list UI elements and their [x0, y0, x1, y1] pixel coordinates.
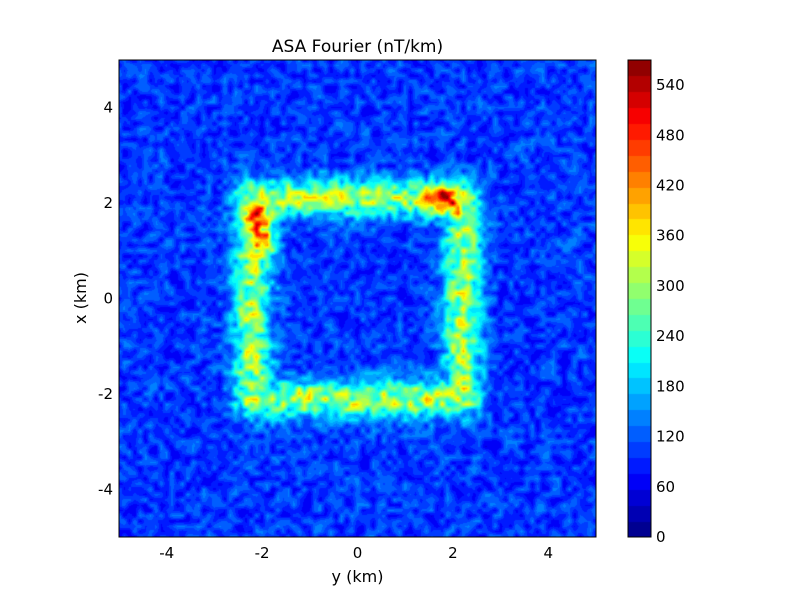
colorbar-tick-label: 180 — [656, 377, 685, 395]
x-tick-label: -2 — [255, 544, 270, 562]
x-tick-label: 0 — [353, 544, 363, 562]
heatmap-plot-area — [119, 60, 596, 537]
colorbar-tick-label: 360 — [656, 227, 685, 245]
x-axis-label: y (km) — [332, 567, 384, 586]
colorbar-tick-label: 480 — [656, 126, 685, 144]
chart-title: ASA Fourier (nT/km) — [272, 37, 443, 57]
x-tick-label: 2 — [448, 544, 458, 562]
y-tick-label: 2 — [103, 194, 113, 212]
colorbar-tick-label: 120 — [656, 428, 685, 446]
colorbar-tick-label: 60 — [656, 478, 675, 496]
x-tick-label: 4 — [544, 544, 554, 562]
y-tick-label: -2 — [98, 385, 113, 403]
y-axis-label: x (km) — [71, 272, 90, 324]
colorbar-tick-label: 240 — [656, 327, 685, 345]
colorbar-ticks: 0 60 120 180 240 300 360 420 480 540 — [628, 76, 685, 546]
y-tick-label: 4 — [103, 99, 113, 117]
y-tick-label: -4 — [98, 480, 113, 498]
colorbar — [628, 60, 651, 537]
x-tick-label: -4 — [159, 544, 174, 562]
colorbar-tick-label: 300 — [656, 277, 685, 295]
colorbar-tick-label: 0 — [656, 528, 666, 546]
colorbar-tick-label: 420 — [656, 177, 685, 195]
y-tick-label: 0 — [103, 290, 113, 308]
colorbar-tick-label: 540 — [656, 76, 685, 94]
